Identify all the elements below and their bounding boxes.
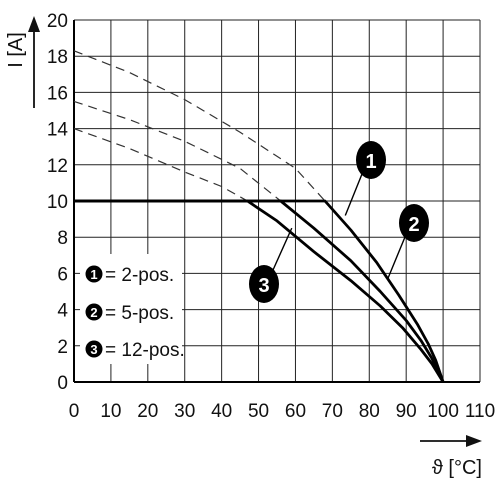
y-tick-label-18: 18 [47,47,68,68]
callout-marker-3 [249,265,279,303]
x-tick-label-100: 100 [427,401,459,422]
legend-label-2: = 5-pos. [105,303,174,324]
legend-entry-3: 3 = 12-pos. [85,340,185,361]
curve-3-solid [74,199,445,383]
callout-leader-2 [387,236,406,280]
curve-3-dashed [73,128,248,202]
solid-curves [74,199,445,383]
tick-labels: 0 10 20 30 40 50 60 70 80 90 100 110024681012141618… [47,11,495,422]
dashed-curves [73,50,326,202]
y-tick-label-2: 2 [57,337,68,358]
legend-label-3: = 12-pos. [105,340,185,361]
curve-callouts: 1 2 3 [249,141,429,303]
legend-marker-1 [85,265,103,283]
legend-entry-2: 2 = 5-pos. [85,303,174,324]
y-tick-label-4: 4 [57,301,68,322]
y-tick-label-20: 20 [47,11,68,32]
callout-marker-1-number: 1 [365,151,376,173]
callout-marker-3-number: 3 [258,275,269,297]
legend-marker-2 [85,303,103,321]
legend-marker-3 [85,340,103,358]
x-tick-label-80: 80 [359,401,380,422]
x-tick-label-110: 110 [465,401,495,422]
x-tick-label-70: 70 [322,401,343,422]
y-tick-label-14: 14 [47,120,69,141]
x-tick-label-0: 0 [69,401,80,422]
legend-label-1: = 2-pos. [105,265,174,286]
y-tick-label-16: 16 [47,83,68,104]
y-axis-title-group: I [A] [5,16,40,108]
x-tick-label-40: 40 [211,401,232,422]
x-axis-title-group: ϑ [°C] [420,435,482,479]
curve-1-dashed [73,50,326,202]
x-axis-title: ϑ [°C] [432,457,482,479]
curve-1-solid [74,199,445,383]
y-tick-label-0: 0 [57,373,68,394]
y-axis-title: I [A] [5,32,27,68]
x-tick-label-90: 90 [396,401,417,422]
y-tick-label-8: 8 [57,228,68,249]
x-tick-label-50: 50 [248,401,269,422]
legend: 1 = 2-pos. 2 = 5-pos. 3 = 12-pos. [80,254,185,364]
legend-marker-1-number: 1 [90,267,97,282]
callout-marker-2-number: 2 [408,214,419,236]
y-tick-label-12: 12 [47,156,68,177]
curve-2-solid [74,199,445,383]
y-tick-label-10: 10 [47,192,68,213]
x-axis-arrow-head [466,435,482,447]
legend-marker-2-number: 2 [90,305,97,320]
callout-leader-3 [272,227,293,271]
legend-marker-3-number: 3 [90,342,97,357]
legend-entry-1: 1 = 2-pos. [85,265,174,286]
callout-marker-2 [399,204,429,242]
x-tick-label-20: 20 [137,401,158,422]
callout-leader-1 [344,173,363,216]
x-tick-label-10: 10 [100,401,121,422]
callout-marker-1 [356,141,386,179]
y-axis-arrow-head [28,16,40,32]
curve-2-dashed [73,100,282,202]
y-tick-label-6: 6 [57,264,68,285]
x-tick-label-60: 60 [285,401,306,422]
x-tick-label-30: 30 [174,401,195,422]
